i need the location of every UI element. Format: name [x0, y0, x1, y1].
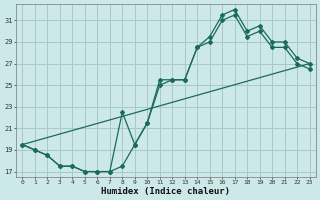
X-axis label: Humidex (Indice chaleur): Humidex (Indice chaleur) — [101, 187, 230, 196]
